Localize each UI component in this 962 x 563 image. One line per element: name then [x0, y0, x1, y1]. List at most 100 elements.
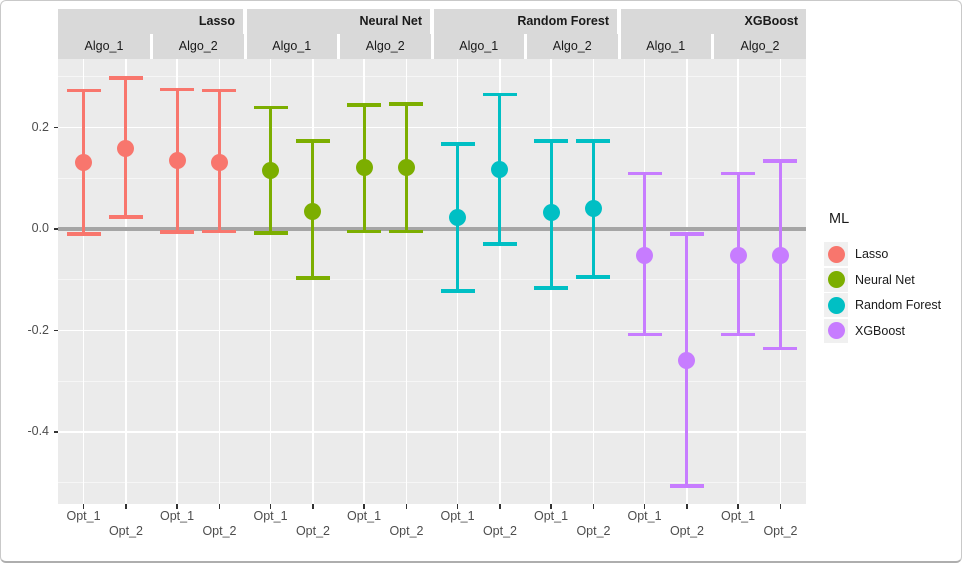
point-marker [584, 200, 602, 218]
range-cap-upper [721, 171, 755, 176]
range-cap-lower [160, 230, 194, 234]
range-cap-upper [295, 139, 330, 143]
grid-major-x [405, 59, 408, 504]
range-cap-upper [482, 92, 517, 97]
range-cap-upper [763, 159, 798, 163]
x-tick-label: Opt_1 [66, 509, 101, 523]
grid-major-y [58, 329, 806, 332]
point-marker [117, 139, 135, 157]
grid-major-y [58, 126, 806, 129]
x-tick [779, 504, 782, 509]
strip-inner-algo-1: Algo_1 [58, 34, 150, 59]
legend-item-label: XGBoost [855, 323, 906, 338]
x-tick [592, 504, 595, 509]
legend-title: ML [829, 211, 850, 227]
x-tick [82, 504, 85, 509]
x-tick [737, 504, 739, 509]
legend-item-xgboost: XGBoost [824, 318, 941, 343]
range-cap-lower [202, 229, 237, 234]
y-tick [53, 329, 58, 332]
legend-item-label: Lasso [855, 247, 889, 261]
grid-major-x [125, 59, 127, 504]
grid-major-x [176, 59, 178, 504]
y-tick-label: 0.0 [31, 221, 49, 235]
strip-inner-algo-1: Algo_1 [620, 34, 711, 59]
legend-key-swatch [824, 293, 848, 317]
x-tick [176, 504, 178, 509]
range-cap-upper [66, 88, 101, 93]
range-cap-upper [202, 88, 237, 93]
range-cap-lower [253, 231, 288, 235]
x-tick-label: Opt_1 [720, 509, 756, 523]
point-marker [636, 246, 653, 264]
point-marker [542, 204, 560, 222]
point-marker [771, 246, 789, 264]
legend-item-neural-net: Neural Net [824, 267, 941, 292]
point-marker [75, 154, 92, 172]
range-cap-upper [253, 105, 288, 110]
legend-item-lasso: Lasso [824, 242, 941, 266]
grid-minor-y [58, 380, 806, 382]
strip-inner-algo-2: Algo_2 [153, 34, 244, 59]
range-cap-upper [389, 102, 424, 106]
point-icon [827, 296, 845, 314]
range-cap-upper [534, 139, 568, 143]
x-tick [269, 504, 272, 509]
range-cap-lower [66, 232, 101, 236]
x-tick-label: Opt_2 [763, 523, 798, 538]
point-marker [168, 152, 186, 170]
zero-line [58, 227, 806, 231]
range-cap-lower [108, 215, 143, 219]
y-tick [53, 228, 58, 230]
y-tick [53, 126, 58, 129]
point-marker [397, 158, 415, 176]
grid-major-y [58, 431, 806, 433]
x-tick [312, 504, 314, 509]
x-tick [456, 504, 459, 509]
y-tick [53, 431, 58, 433]
x-tick-label: Opt_1 [253, 509, 288, 523]
point-marker [678, 351, 696, 369]
grid-minor-y [58, 76, 806, 78]
grid-major-x [363, 59, 365, 504]
legend-key-swatch [824, 242, 848, 266]
point-icon [827, 245, 845, 263]
x-tick [643, 504, 646, 509]
point-marker [304, 202, 322, 220]
point-icon [827, 322, 845, 339]
x-tick-label: Opt_1 [440, 509, 475, 523]
legend-item-label: Random Forest [855, 298, 942, 312]
range-cap-lower [627, 332, 662, 337]
legend-key-swatch [824, 318, 848, 343]
x-tick-label: Opt_1 [627, 509, 662, 523]
grid-major-x [592, 59, 595, 504]
x-tick-label: Opt_2 [202, 523, 237, 538]
point-marker [262, 161, 279, 179]
range-cap-upper [440, 142, 475, 146]
x-tick-label: Opt_2 [576, 523, 611, 538]
grid-major-x [499, 59, 501, 504]
grid-minor-y [58, 279, 806, 281]
strip-inner-algo-2: Algo_2 [714, 34, 806, 59]
x-tick [125, 504, 127, 509]
range-cap-upper [627, 171, 662, 176]
point-marker [729, 246, 747, 264]
legend: Lasso Neural Net Random Forest XGBoost [824, 242, 941, 343]
range-cap-lower [763, 346, 798, 350]
x-tick-label: Opt_1 [159, 509, 195, 523]
legend-item-random-forest: Random Forest [824, 293, 941, 317]
x-tick-label: Opt_1 [533, 509, 569, 523]
range-cap-lower [482, 242, 517, 246]
grid-minor-y [58, 482, 806, 484]
x-tick [550, 504, 552, 509]
x-tick-label: Opt_2 [482, 523, 518, 538]
legend-key-swatch [824, 267, 848, 292]
range-cap-lower [440, 289, 475, 293]
range-cap-upper [576, 139, 611, 143]
range-cap-lower [534, 286, 568, 290]
strip-inner-algo-1: Algo_1 [246, 34, 337, 59]
grid-major-x [82, 59, 85, 504]
grid-major-x [312, 59, 314, 504]
